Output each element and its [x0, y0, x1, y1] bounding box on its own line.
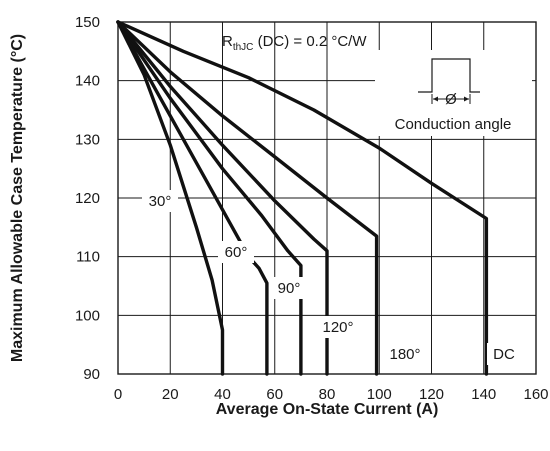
series-label-backdrop — [383, 343, 427, 365]
x-axis-title: Average On-State Current (A) — [216, 401, 439, 418]
series-label: 120° — [322, 319, 353, 336]
y-tick-label: 140 — [75, 73, 100, 90]
conduction-waveform — [418, 58, 480, 93]
series-line — [116, 20, 489, 376]
conduction-angle-label: Conduction angle — [395, 116, 512, 133]
series-label-backdrop — [316, 316, 360, 338]
phi-symbol: Ø — [445, 91, 457, 108]
y-tick-label: 100 — [75, 307, 100, 324]
series-label-backdrop — [487, 343, 521, 365]
series-label-backdrop — [271, 277, 307, 299]
x-tick-label: 160 — [523, 386, 548, 403]
rth-subscript: thJC — [233, 42, 254, 53]
series-label-backdrop — [142, 190, 178, 212]
conduction-angle-backdrop — [375, 50, 532, 136]
y-tick-label: 110 — [76, 249, 100, 266]
series-label: 90° — [278, 280, 301, 297]
y-axis-title: Maximum Allowable Case Temperature (°C) — [9, 34, 26, 362]
series-line — [116, 20, 379, 376]
phi-arrow-right — [464, 96, 469, 102]
y-tick-label: 90 — [83, 366, 100, 383]
series-label: DC — [493, 346, 515, 363]
tick-labels: 0 20 40 60 80 100 120 140 160 90 100 110 120 130 140 15… — [75, 14, 549, 403]
x-tick-label: 0 — [114, 386, 122, 403]
x-tick-label: 60 — [266, 386, 283, 403]
x-tick-label: 100 — [367, 386, 392, 403]
series-line — [116, 20, 269, 376]
rth-annotation: RthJC (DC) = 0.2 °C/W — [222, 33, 367, 53]
x-tick-label: 20 — [162, 386, 179, 403]
series-label: 30° — [149, 193, 172, 210]
series-lines — [116, 20, 489, 376]
y-tick-label: 120 — [75, 190, 100, 207]
rth-prefix: R — [222, 33, 233, 50]
y-tick-label: 130 — [75, 131, 100, 148]
series-labels: 30° 60° 90° 120° 180° DC — [142, 190, 521, 365]
series-label: 60° — [225, 244, 248, 261]
phi-arrow-left — [433, 96, 438, 102]
series-label-backdrop — [218, 241, 254, 263]
x-tick-label: 40 — [214, 386, 231, 403]
y-tick-label: 150 — [75, 14, 100, 31]
series-line — [116, 20, 303, 376]
series-line — [116, 20, 225, 376]
x-tick-label: 140 — [471, 386, 496, 403]
rth-suffix: (DC) = 0.2 °C/W — [253, 33, 367, 50]
series-line — [116, 20, 329, 376]
x-tick-label: 80 — [319, 386, 336, 403]
series-label: 180° — [389, 346, 420, 363]
x-tick-label: 120 — [419, 386, 444, 403]
